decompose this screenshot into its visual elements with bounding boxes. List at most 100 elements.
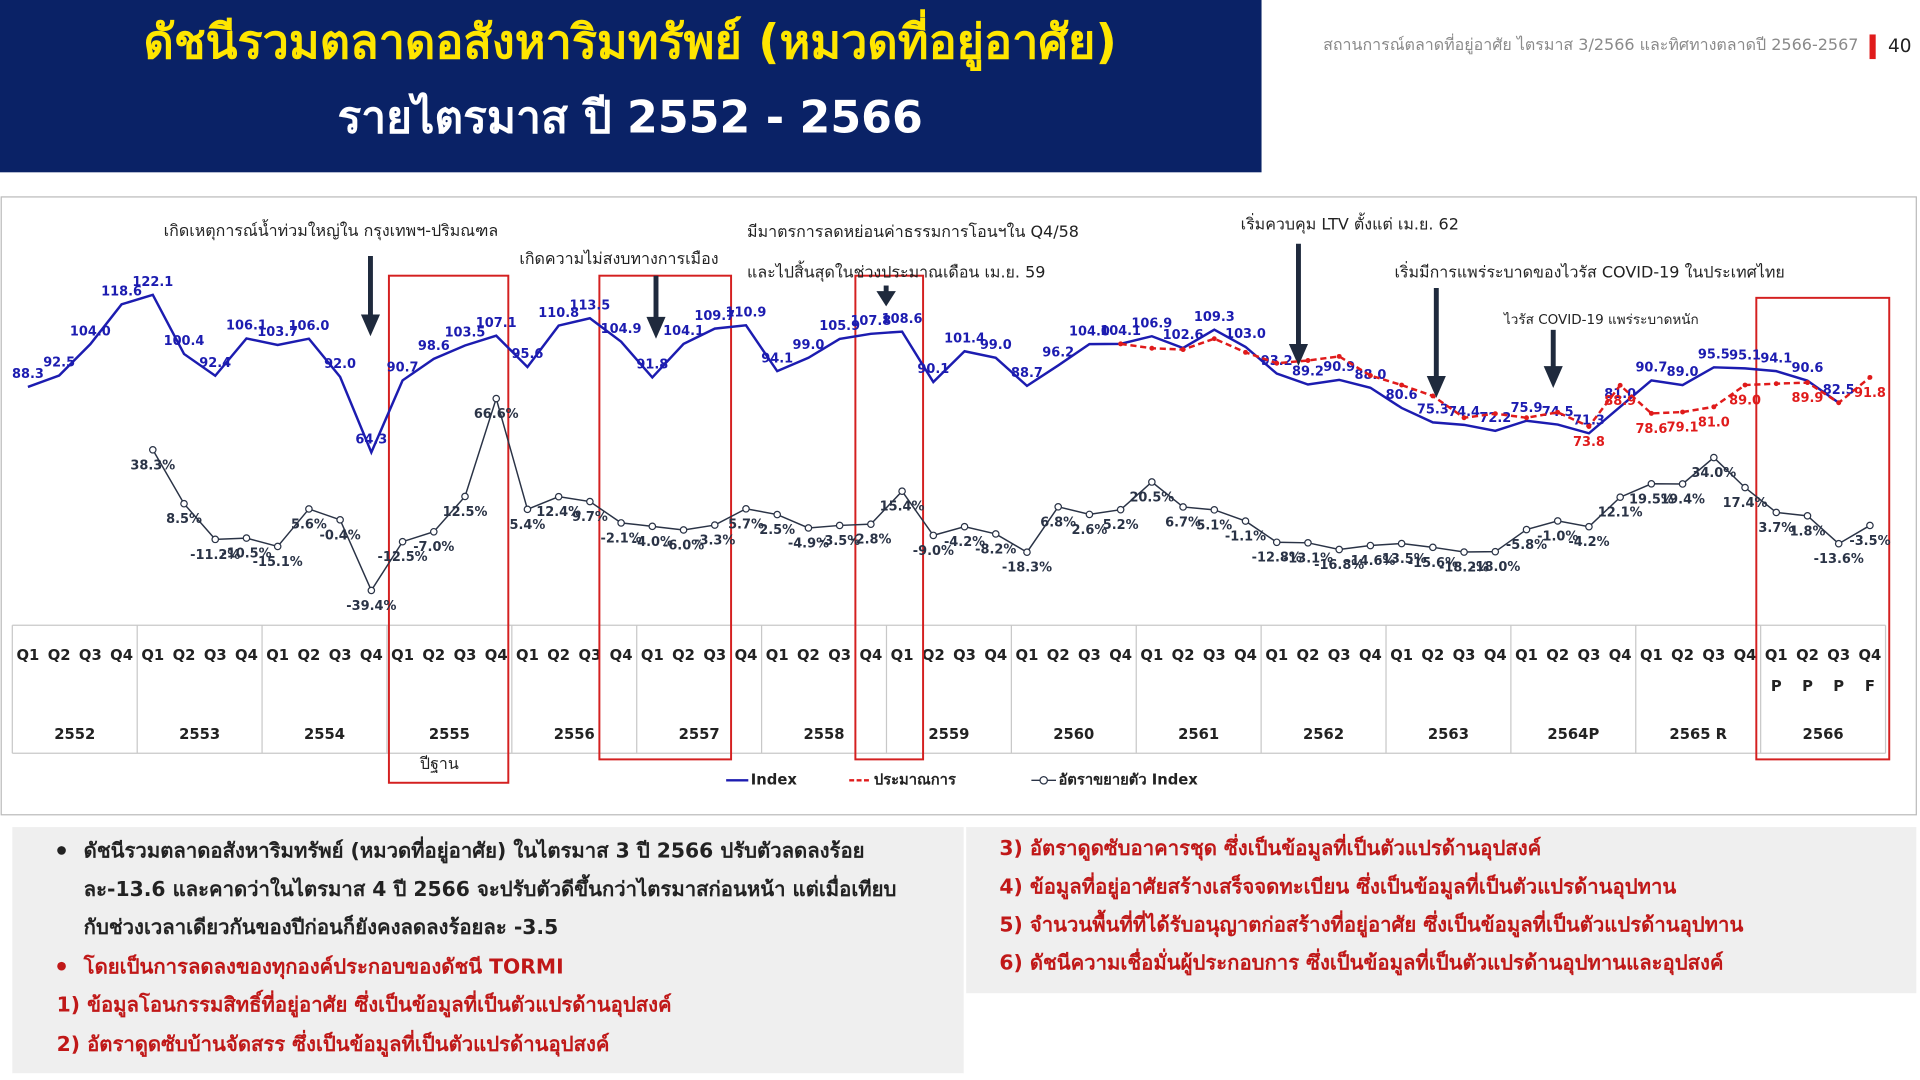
- x-tick-flag: F: [1865, 678, 1875, 695]
- x-tick-label: Q3: [329, 647, 352, 664]
- legend-label: ประมาณการ: [874, 771, 956, 788]
- x-tick-label: Q2: [1671, 647, 1694, 664]
- data-point: [398, 537, 407, 546]
- x-tick-label: Q2: [1421, 647, 1444, 664]
- data-point: [1803, 512, 1812, 520]
- x-tick-label: Q4: [1609, 647, 1632, 664]
- highlight-box: [854, 274, 925, 761]
- data-point: [960, 522, 969, 531]
- x-tick-label: Q2: [422, 647, 445, 664]
- year-label: 2555: [429, 726, 470, 743]
- data-label: 95.6: [512, 347, 544, 362]
- data-label: -4.2%: [944, 535, 985, 550]
- year-label: 2556: [554, 726, 595, 743]
- data-label: 81.0: [1604, 387, 1636, 402]
- x-tick-label: Q3: [1328, 647, 1351, 664]
- data-label: 104.0: [70, 324, 111, 339]
- data-point: [180, 499, 188, 508]
- year-label: 2560: [1053, 726, 1094, 743]
- data-label: 89.9: [1792, 391, 1824, 406]
- data-label: -4.2%: [1568, 535, 1609, 550]
- data-label: 75.9: [1511, 401, 1543, 416]
- annotation: มีมาตรการลดหย่อนค่าธรรมการโอนฯใน Q4/58: [747, 222, 1079, 241]
- data-label: 75.3: [1417, 403, 1449, 418]
- report-title: สถานการณ์ตลาดที่อยู่อาศัย ไตรมาส 3/2566 …: [1323, 33, 1858, 55]
- data-label: 2.6%: [1072, 523, 1108, 538]
- data-label: 110.9: [726, 306, 767, 321]
- x-tick-label: Q4: [1109, 647, 1132, 664]
- data-label: -4.0%: [632, 535, 673, 550]
- annotation: เกิดความไม่สงบทางการเมือง: [519, 249, 718, 268]
- data-label: -3.3%: [694, 534, 735, 549]
- data-label: -13.6%: [1814, 552, 1864, 567]
- data-point: [554, 492, 563, 501]
- chart-frame: [0, 196, 1917, 816]
- component: 4) ข้อมูลที่อยู่อาศัยสร้างเสร็จจดทะเบียน…: [999, 871, 1676, 900]
- data-label: 88.3: [12, 367, 44, 382]
- data-label: -13.1%: [1283, 551, 1333, 566]
- data-label: 12.4%: [536, 505, 581, 520]
- data-point: [1492, 411, 1498, 417]
- data-point: [1836, 400, 1842, 406]
- x-tick-label: Q1: [391, 647, 414, 664]
- x-tick-label: Q3: [703, 647, 726, 664]
- data-label: 8.5%: [166, 512, 202, 527]
- data-label: 78.6: [1635, 422, 1667, 437]
- data-label: 105.9: [819, 319, 860, 334]
- data-label: 107.8: [850, 314, 891, 329]
- year-label: 2559: [928, 726, 969, 743]
- annotation: เริ่มมีการแพร่ระบาดของไวรัส COVID-19 ในป…: [1394, 261, 1784, 282]
- data-label: -3.5%: [1849, 534, 1890, 549]
- data-label: 95.1: [1729, 349, 1761, 364]
- data-label: -4.9%: [788, 536, 829, 551]
- data-label: -18.3%: [1002, 561, 1052, 576]
- data-point: [1805, 380, 1810, 386]
- highlight-box: [1755, 296, 1891, 761]
- data-point: [1680, 409, 1686, 415]
- x-tick-label: Q2: [672, 647, 695, 664]
- data-label: 12.5%: [443, 505, 488, 520]
- x-tick-label: Q2: [173, 647, 196, 664]
- x-tick-label: Q1: [891, 647, 914, 664]
- x-tick-label: Q3: [578, 647, 601, 664]
- year-label: 2558: [804, 726, 845, 743]
- data-label: 38.3%: [130, 458, 175, 473]
- data-point: [648, 522, 657, 531]
- data-label: 90.6: [1792, 361, 1824, 376]
- data-point: [1023, 548, 1031, 557]
- data-point: [991, 530, 1000, 538]
- component: 2) อัตราดูดซับบ้านจัดสรร ซึ่งเป็นข้อมูลท…: [57, 1029, 610, 1058]
- data-point: [1180, 347, 1186, 353]
- data-label: 81.0: [1698, 415, 1730, 430]
- component: 3) อัตราดูดซับอาคารชุด ซึ่งเป็นข้อมูลที่…: [999, 833, 1541, 862]
- data-label: 92.4: [199, 356, 231, 371]
- data-label: 73.8: [1573, 435, 1605, 450]
- data-label: 103.7: [257, 325, 298, 340]
- x-tick-label: Q2: [922, 647, 945, 664]
- x-tick-label: Q3: [79, 647, 102, 664]
- highlight-box: [387, 274, 510, 784]
- data-label: 6.8%: [1040, 515, 1076, 530]
- x-tick-label: Q1: [1265, 647, 1288, 664]
- arrow-head: [646, 316, 666, 339]
- data-label: 88.9: [1604, 394, 1636, 409]
- data-point: [1304, 538, 1312, 547]
- data-point: [742, 504, 750, 513]
- data-point: [773, 510, 782, 519]
- data-label: 89.0: [1667, 365, 1699, 380]
- x-tick-label: Q4: [1859, 647, 1882, 664]
- data-label: -39.4%: [346, 599, 396, 614]
- x-tick-label: Q1: [1515, 647, 1538, 664]
- bullet: [57, 961, 66, 971]
- year-label: 2553: [179, 726, 220, 743]
- x-tick-label: Q2: [48, 647, 71, 664]
- data-point: [273, 542, 282, 551]
- x-tick-label: Q4: [1484, 647, 1507, 664]
- x-tick-label: Q4: [1734, 647, 1757, 664]
- arrow-head: [1288, 344, 1309, 366]
- data-point: [586, 497, 594, 506]
- subtitle: รายไตรมาส ปี 2552 - 2566: [337, 92, 922, 144]
- data-label: -9.0%: [913, 544, 954, 559]
- data-label: 20.5%: [1129, 490, 1174, 505]
